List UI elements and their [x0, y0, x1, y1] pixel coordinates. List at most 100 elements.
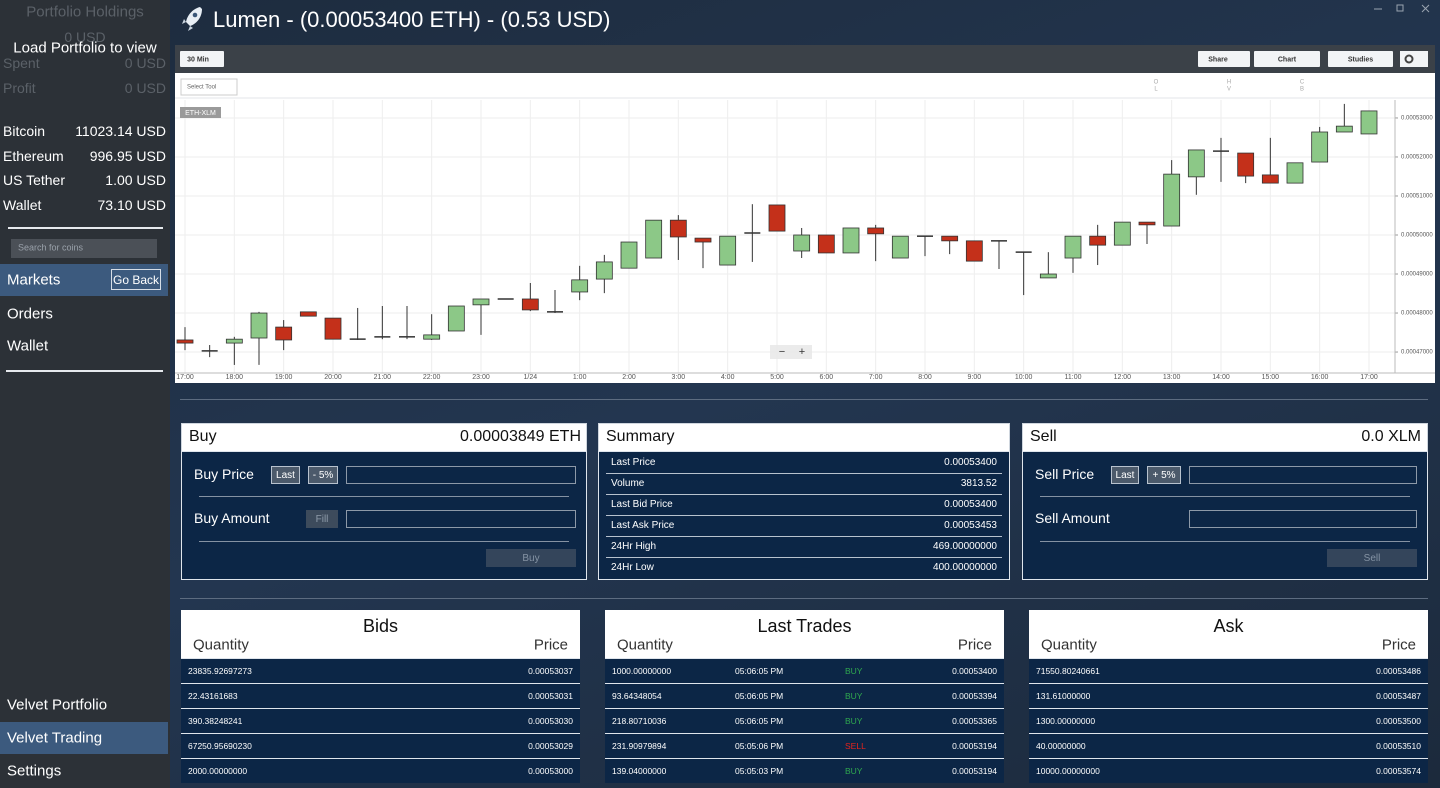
last-button[interactable]: Last — [1111, 466, 1139, 484]
candle-body — [1187, 149, 1205, 178]
divider — [6, 370, 163, 372]
price: 0.00053031 — [528, 690, 573, 701]
trade-side: BUY — [845, 765, 863, 776]
toolbar-label: Chart — [1278, 56, 1297, 63]
portfolio-prompt[interactable]: Load Portfolio to view — [13, 39, 157, 57]
text-input[interactable] — [346, 510, 576, 528]
summary-label: 24Hr High — [611, 541, 657, 552]
table-row — [1029, 683, 1428, 708]
trade-time: 05:05:06 PM — [735, 740, 784, 751]
x-tick-label: 17:00 — [176, 374, 194, 381]
candle-body — [669, 219, 687, 238]
row-divider — [606, 536, 1002, 537]
table-row — [181, 658, 580, 683]
column-header: Quantity — [617, 636, 673, 654]
quantity: 1300.00000000 — [1036, 715, 1096, 726]
settings-icon — [1404, 54, 1414, 64]
nav-item[interactable]: Velvet Trading — [7, 729, 103, 747]
trade-time: 05:05:03 PM — [735, 765, 784, 776]
x-tick-label: 16:00 — [1311, 374, 1329, 381]
candle-body — [817, 234, 835, 254]
trade-side: BUY — [845, 665, 863, 676]
candle-body — [521, 298, 539, 311]
row-divider — [606, 557, 1002, 558]
buy-button[interactable]: Buy — [486, 549, 576, 567]
candle-body — [768, 204, 786, 232]
x-tick-label: 11:00 — [1065, 374, 1082, 381]
candle-body — [176, 339, 194, 344]
price: 0.00053029 — [528, 740, 573, 751]
x-tick-label: 23:00 — [472, 374, 490, 381]
summary-value: 400.00000000 — [933, 562, 997, 573]
table-row — [605, 758, 1004, 783]
portfolio-total: 0 USD — [64, 29, 106, 45]
candle-body — [595, 261, 613, 280]
column-header: Quantity — [1041, 636, 1097, 654]
toolbar-button[interactable] — [1254, 51, 1320, 67]
x-tick-label: 12:00 — [1114, 374, 1132, 381]
table-header — [1029, 610, 1428, 658]
balance: 0.0 XLM — [1361, 428, 1421, 445]
x-tick-label: 4:00 — [721, 374, 735, 381]
nav-item[interactable]: Wallet — [7, 337, 49, 355]
settings-button[interactable] — [1400, 51, 1428, 67]
candle-body — [1089, 235, 1107, 246]
row-divider — [606, 515, 1002, 516]
candle-body — [1237, 152, 1255, 177]
quantity: 231.90979894 — [612, 740, 667, 751]
candle-body — [891, 235, 909, 259]
nav-item[interactable]: Settings — [7, 762, 62, 780]
summary-label: Volume — [611, 478, 645, 489]
table-header — [605, 610, 1004, 658]
adjust-button[interactable]: - 5% — [308, 466, 338, 484]
text-input[interactable] — [1189, 466, 1417, 484]
candle-body — [1311, 131, 1329, 163]
panel-title: Buy — [189, 428, 217, 445]
zoom-controls[interactable] — [770, 345, 812, 359]
divider — [199, 496, 569, 497]
adjust-button[interactable]: + 5% — [1147, 466, 1181, 484]
toolbar-label: 30 Min — [187, 56, 209, 63]
quantity: 23835.92697273 — [188, 665, 252, 676]
quantity: 93.64348054 — [612, 690, 662, 701]
toolbar-button[interactable] — [180, 51, 224, 67]
column-header: Quantity — [193, 636, 249, 654]
candle-body — [694, 237, 712, 243]
divider — [199, 541, 569, 542]
sell-button[interactable]: Sell — [1327, 549, 1417, 567]
zoom-in[interactable]: + — [799, 346, 805, 358]
candle-body — [1138, 221, 1156, 226]
zoom-out[interactable]: − — [779, 346, 785, 358]
window-controls[interactable] — [1368, 2, 1438, 16]
candle-body — [1261, 174, 1279, 184]
go-back-button[interactable]: Go Back — [111, 269, 161, 290]
nav-highlight — [0, 722, 168, 754]
select-tool-label: Select Tool — [187, 85, 216, 91]
field-label: Buy Price — [194, 466, 254, 482]
toolbar-button[interactable] — [1198, 51, 1250, 67]
search-box[interactable] — [11, 239, 157, 258]
nav-item[interactable]: Velvet Portfolio — [7, 696, 108, 714]
nav-item[interactable]: Orders — [7, 305, 53, 323]
candle-body — [1039, 273, 1057, 279]
nav-item[interactable]: Markets — [7, 271, 61, 289]
candle-body — [867, 227, 885, 235]
table-row — [181, 683, 580, 708]
coin-value: 1.00 USD — [105, 172, 166, 188]
table-row — [605, 658, 1004, 683]
toolbar-button[interactable] — [1328, 51, 1393, 67]
text-input[interactable] — [1189, 510, 1417, 528]
fill-button[interactable]: Fill — [306, 510, 338, 528]
summary-label: Last Bid Price — [611, 499, 673, 510]
last-button[interactable]: Last — [271, 466, 300, 484]
candle-body — [620, 241, 638, 269]
table-row — [181, 758, 580, 783]
ohlc-label: B — [1300, 87, 1304, 93]
select-tool[interactable] — [180, 78, 238, 96]
text-input[interactable] — [346, 466, 576, 484]
quantity: 390.38248241 — [188, 715, 243, 726]
quantity: 139.04000000 — [612, 765, 667, 776]
candle-body — [1360, 110, 1378, 135]
coin-value: 996.95 USD — [89, 147, 166, 164]
